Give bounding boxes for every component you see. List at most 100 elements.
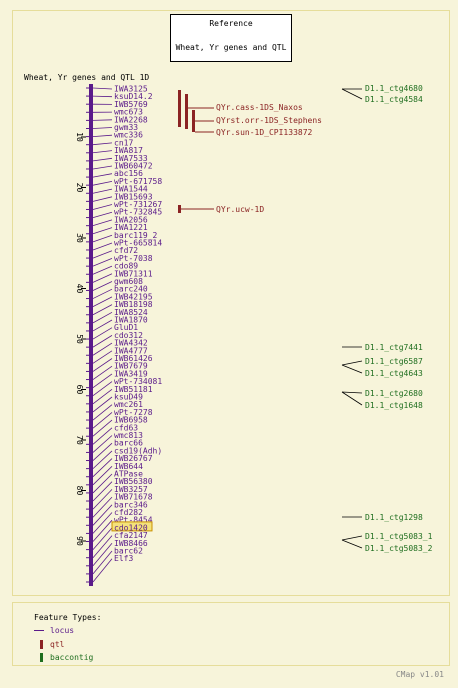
scale-tick-label: 30 (75, 233, 84, 243)
locus-label: IWB26767 (114, 454, 153, 463)
contig-label: D1.1_ctg2680 (365, 389, 423, 398)
locus-label: IWA1544 (114, 185, 148, 194)
locus-connector (92, 481, 113, 502)
locus-label: IWA1221 (114, 223, 148, 232)
reference-box[interactable]: Reference Wheat, Yr genes and QTL (170, 14, 292, 62)
contig-connector (341, 391, 363, 406)
locus-label: IWB18198 (114, 300, 153, 309)
locus-label: IWB60472 (114, 162, 153, 171)
locus-label: wPt-671758 (114, 177, 162, 186)
contig-connector (341, 539, 363, 549)
locus-connector (92, 358, 113, 372)
locus-label: barc240 (114, 285, 148, 294)
legend-baccontig-label: baccontig (50, 653, 94, 662)
locus-connector (92, 87, 113, 90)
locus-label: wPt-731267 (114, 200, 162, 209)
qtl-bar (178, 205, 181, 213)
locus-label: IWB61426 (114, 354, 153, 363)
locus-connector (92, 165, 113, 170)
qtl-label: QYr.ucw-1D (216, 205, 264, 214)
locus-connector (92, 95, 113, 98)
contig-label: D1.1_ctg1648 (365, 401, 423, 410)
scale-tick-label: 20 (75, 183, 84, 193)
locus-label: wmc336 (114, 131, 143, 140)
locus-label: abc156 (114, 169, 143, 178)
locus-label: wmc673 (114, 108, 143, 117)
reference-title: Reference (209, 19, 253, 28)
map-panel (12, 10, 450, 596)
locus-connector (92, 157, 113, 162)
locus-label: IWB3257 (114, 485, 148, 494)
contig-label: D1.1_ctg5083_1 (365, 532, 433, 541)
locus-connector (92, 442, 113, 461)
locus-connector (92, 204, 113, 210)
qtl-bar (185, 94, 188, 129)
contig-label: D1.1_ctg4643 (365, 369, 423, 378)
qtl-legend-icon (40, 640, 43, 649)
locus-connector (92, 558, 113, 583)
locus-label: gwm33 (114, 123, 138, 132)
contig-connector (341, 88, 363, 100)
locus-label: ksuD14.2 (114, 92, 153, 101)
locus-connector (92, 373, 113, 388)
locus-connector (92, 342, 113, 356)
locus-connector (92, 265, 113, 275)
locus-connector (92, 550, 113, 575)
locus-connector (92, 543, 113, 567)
locus-label: IWA8524 (114, 308, 148, 317)
locus-label: barc346 (114, 500, 148, 509)
scale-tick-label: 80 (75, 486, 84, 496)
locus-label: IWA817 (114, 146, 143, 155)
locus-label: IWB56380 (114, 477, 153, 486)
locus-label: cfd63 (114, 423, 138, 432)
locus-label: cdo312 (114, 331, 143, 340)
locus-connector (92, 327, 113, 340)
locus-label: IWB6958 (114, 416, 148, 425)
locus-connector (92, 273, 113, 283)
chromosome-bar (89, 84, 93, 586)
locus-label: cdo89 (114, 262, 138, 271)
contig-connector (341, 364, 363, 374)
locus-connector (92, 134, 113, 137)
locus-label: IWA3125 (114, 85, 148, 94)
locus-label: csd19(Adh) (114, 446, 162, 455)
feature-types-title: Feature Types: (34, 613, 102, 622)
locus-label: wPt-7038 (114, 254, 153, 263)
locus-connector (92, 419, 113, 437)
qtl-label: QYr.sun-1D_CPI133872 (216, 128, 313, 137)
locus-connector (92, 427, 113, 445)
locus-connector (92, 435, 113, 453)
locus-legend-icon (34, 630, 44, 631)
contig-connector (341, 535, 363, 541)
locus-connector (92, 450, 113, 469)
locus-connector (92, 304, 113, 316)
locus-label: IWB71311 (114, 269, 153, 278)
locus-connector (92, 181, 113, 186)
locus-label: IWB42195 (114, 292, 153, 301)
locus-connector (92, 504, 113, 526)
locus-connector (92, 150, 113, 154)
contig-connector (341, 360, 363, 366)
qtl-label: QYr.cass-1DS_Naxos (216, 103, 303, 112)
contig-label: D1.1_ctg5083_2 (365, 544, 433, 553)
qtl-bar (192, 110, 195, 132)
locus-label: Elf3 (114, 554, 133, 563)
locus-connector (92, 412, 113, 429)
locus-label: cfd282 (114, 508, 143, 517)
locus-label: IWB71678 (114, 493, 153, 502)
locus-connector (92, 458, 113, 478)
locus-connector (92, 242, 113, 251)
locus-label: IWA1870 (114, 316, 148, 325)
locus-label: barc119_2 (114, 231, 158, 240)
locus-connector (92, 196, 113, 202)
genetic-map: 10 20 30 40 50 60 70 80 90 IWA3125ksuD14.2IWB5769… (75, 84, 433, 586)
map-title[interactable]: Wheat, Yr genes and QTL 1D (24, 73, 150, 82)
locus-connector (92, 466, 113, 486)
legend-locus-label: locus (50, 626, 75, 635)
scale-tick-label: 70 (75, 435, 84, 445)
locus-label: IWB15693 (114, 192, 153, 201)
locus-connector (92, 173, 113, 178)
locus-label: wmc261 (114, 400, 143, 409)
contig-label: D1.1_ctg4584 (365, 95, 423, 104)
locus-label: cfa2147 (114, 531, 148, 540)
